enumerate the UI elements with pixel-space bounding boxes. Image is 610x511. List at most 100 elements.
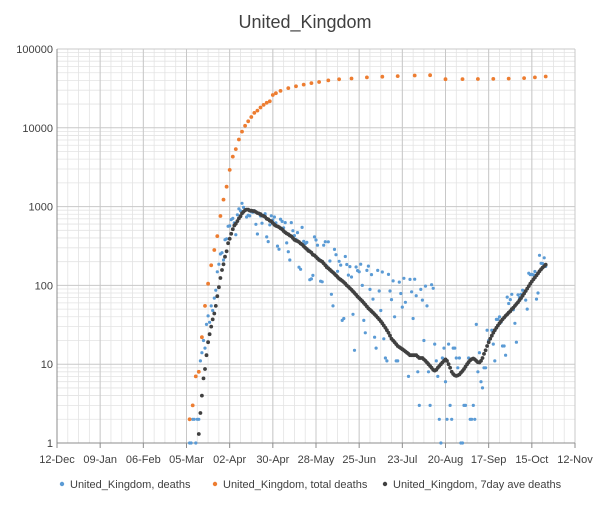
data-point [301, 82, 306, 87]
data-point [206, 340, 211, 345]
data-point [450, 417, 454, 421]
data-point [543, 262, 548, 267]
data-point [491, 77, 496, 81]
data-point [258, 105, 263, 110]
legend-label: United_Kingdom, total deaths [223, 479, 368, 491]
data-point [311, 273, 315, 277]
data-point [388, 289, 392, 293]
data-point [267, 99, 272, 104]
data-point [206, 314, 210, 318]
data-point [217, 285, 221, 290]
data-point [203, 304, 207, 308]
data-point [385, 359, 389, 363]
legend-marker [212, 481, 218, 487]
data-point [277, 247, 281, 251]
data-point [329, 292, 333, 296]
data-point [215, 270, 219, 274]
data-point [203, 346, 207, 350]
data-point [332, 247, 337, 251]
data-point [278, 217, 283, 221]
y-tick-label: 1 [47, 438, 53, 450]
data-point [294, 84, 298, 89]
data-point [322, 243, 326, 247]
data-point [428, 403, 432, 407]
data-point [286, 250, 290, 254]
x-tick-label: 02-Apr [213, 454, 246, 466]
x-tick-label: 30-Apr [256, 454, 289, 466]
data-point [331, 304, 335, 308]
data-point [431, 286, 435, 290]
data-point [214, 288, 218, 292]
data-point [268, 223, 272, 227]
y-tick-label: 100000 [16, 44, 53, 56]
data-point [204, 353, 209, 358]
data-point [533, 75, 537, 80]
data-point [315, 243, 320, 247]
data-point [204, 322, 209, 326]
data-point [359, 262, 363, 266]
data-point [474, 322, 478, 326]
data-point [275, 244, 280, 248]
data-point [486, 340, 491, 345]
data-point [326, 240, 330, 244]
data-point [477, 351, 481, 355]
data-point [491, 342, 495, 346]
data-point [446, 362, 451, 367]
data-point [453, 346, 457, 350]
data-point [513, 321, 517, 325]
data-point [342, 316, 346, 321]
data-point [521, 288, 525, 292]
data-point [403, 300, 407, 304]
data-point [397, 280, 401, 284]
data-point [388, 333, 392, 338]
legend-label: United_Kingdom, 7day ave deaths [393, 479, 562, 491]
data-point [476, 370, 480, 374]
x-tick-label: 17-Sep [471, 454, 506, 466]
data-point [337, 259, 341, 263]
data-point [215, 294, 220, 299]
data-point [261, 103, 266, 107]
data-point [412, 73, 417, 78]
data-point [476, 77, 480, 81]
data-point [286, 86, 291, 90]
data-point [506, 76, 511, 81]
data-point [505, 295, 509, 299]
x-tick-label: 25-Jun [342, 454, 376, 466]
data-point [337, 77, 341, 82]
data-point [237, 137, 241, 142]
data-point [302, 239, 306, 243]
data-point [507, 301, 511, 306]
data-point [543, 74, 548, 79]
y-tick-label: 10 [41, 359, 53, 371]
data-point [299, 267, 303, 271]
data-point [201, 338, 206, 343]
data-point [211, 308, 215, 313]
data-point [479, 380, 483, 384]
data-point [339, 263, 343, 267]
data-point [480, 386, 485, 390]
data-point [413, 277, 417, 281]
data-point [473, 417, 477, 421]
data-point [457, 356, 461, 360]
data-point [436, 374, 440, 378]
data-point [210, 317, 215, 322]
data-point [482, 352, 486, 356]
data-point [238, 214, 243, 219]
data-point [417, 403, 421, 407]
data-point [254, 222, 258, 226]
data-point [221, 258, 226, 262]
data-point [448, 365, 452, 370]
data-point [362, 318, 366, 322]
data-point [208, 320, 212, 324]
data-point [402, 276, 406, 280]
data-point [386, 272, 391, 276]
data-point [365, 75, 369, 80]
data-point [213, 304, 218, 308]
y-tick-label: 10000 [22, 123, 53, 135]
data-point [442, 346, 446, 350]
data-point [200, 351, 204, 355]
data-point [291, 229, 295, 233]
data-point [197, 417, 201, 421]
data-point [289, 221, 293, 225]
data-point [198, 411, 203, 415]
